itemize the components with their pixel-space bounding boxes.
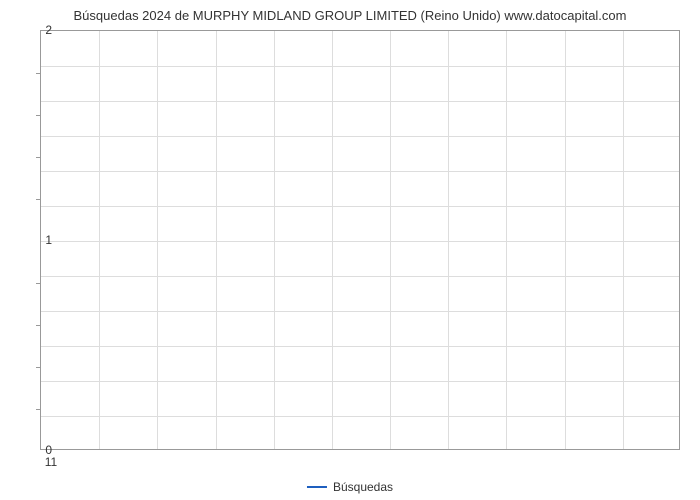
y-tick-label: 2: [22, 23, 52, 37]
grid-line-h: [41, 171, 679, 172]
y-tick-label: 0: [22, 443, 52, 457]
grid-line-h: [41, 346, 679, 347]
grid-line-h: [41, 136, 679, 137]
grid-line-h: [41, 416, 679, 417]
grid-line-v: [157, 31, 158, 449]
y-minor-tick: [36, 283, 41, 284]
grid-line-v: [390, 31, 391, 449]
legend-line-icon: [307, 486, 327, 488]
grid-line-h: [41, 381, 679, 382]
legend-label: Búsquedas: [333, 480, 393, 494]
x-tick-label: 11: [45, 455, 57, 469]
grid-line-v: [332, 31, 333, 449]
chart-title: Búsquedas 2024 de MURPHY MIDLAND GROUP L…: [0, 0, 700, 23]
y-minor-tick: [36, 73, 41, 74]
y-minor-tick: [36, 325, 41, 326]
legend: Búsquedas: [307, 480, 393, 494]
y-minor-tick: [36, 157, 41, 158]
y-minor-tick: [36, 409, 41, 410]
grid-line-h: [41, 66, 679, 67]
grid-line-v: [274, 31, 275, 449]
chart-container: 11: [40, 30, 680, 450]
grid-line-h: [41, 101, 679, 102]
grid-line-h: [41, 311, 679, 312]
grid-line-v: [99, 31, 100, 449]
y-tick-label: 1: [22, 233, 52, 247]
grid-line-v: [506, 31, 507, 449]
grid-line-h: [41, 276, 679, 277]
y-minor-tick: [36, 367, 41, 368]
grid-line-h: [41, 241, 679, 242]
grid-line-h: [41, 206, 679, 207]
grid-line-v: [623, 31, 624, 449]
grid-line-v: [448, 31, 449, 449]
grid-line-v: [216, 31, 217, 449]
grid-line-v: [565, 31, 566, 449]
plot-area: 11: [40, 30, 680, 450]
y-minor-tick: [36, 199, 41, 200]
y-minor-tick: [36, 115, 41, 116]
